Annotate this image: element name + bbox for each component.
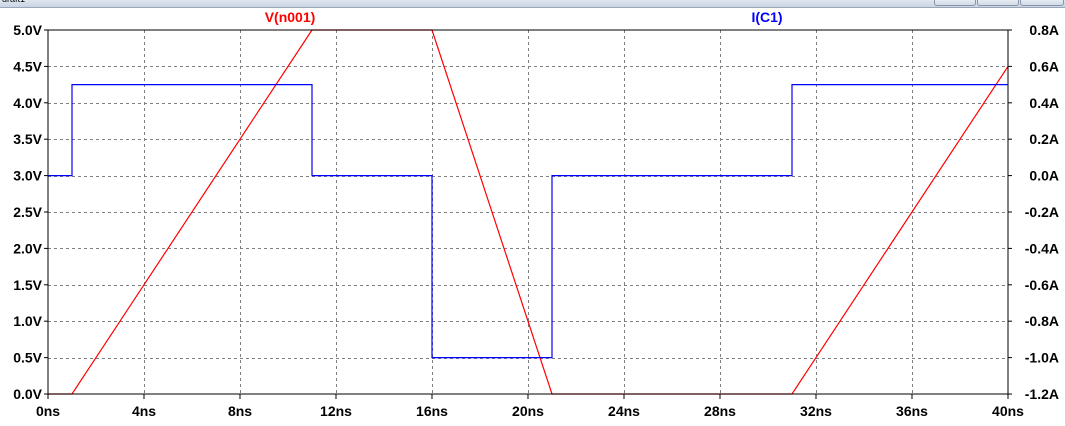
maximize-button[interactable] xyxy=(977,0,1019,6)
right-tick-label: -1.2A xyxy=(1025,386,1059,402)
trace-label: I(C1) xyxy=(751,9,782,25)
left-tick-label: 4.5V xyxy=(13,58,42,74)
window-title-bar: draft1 xyxy=(0,0,1065,8)
x-tick-label: 28ns xyxy=(704,403,736,419)
x-axis-ticks: 0ns 4ns 8ns 12ns 16ns 20ns 24ns 28ns 32ns 36ns 40n… xyxy=(36,394,1024,419)
left-tick-label: 5.0V xyxy=(13,22,42,38)
x-tick-label: 20ns xyxy=(512,403,544,419)
right-axis-ticks: -1.2A -1.0A -0.8A -0.6A -0.4A -0.2A 0.0A 0.2A 0.… xyxy=(1008,22,1059,402)
left-axis-ticks: 0.0V 0.5V 1.0V 1.5V 2.0V 2.5V 3.0V 3.5V 4.0V 4.5V… xyxy=(13,22,48,402)
left-tick-label: 2.5V xyxy=(13,204,42,220)
left-tick-label: 3.5V xyxy=(13,131,42,147)
x-tick-label: 4ns xyxy=(132,403,156,419)
x-tick-label: 16ns xyxy=(416,403,448,419)
right-tick-label: -1.0A xyxy=(1025,350,1059,366)
trace-i-c1- xyxy=(48,83,1008,359)
x-tick-label: 32ns xyxy=(800,403,832,419)
right-tick-label: -0.4A xyxy=(1025,240,1059,256)
x-tick-label: 8ns xyxy=(228,403,252,419)
right-tick-label: 0.8A xyxy=(1029,22,1059,38)
left-tick-label: 4.0V xyxy=(13,95,42,111)
left-tick-label: 1.0V xyxy=(13,313,42,329)
right-tick-label: -0.2A xyxy=(1025,204,1059,220)
left-tick-label: 3.0V xyxy=(13,168,42,184)
right-tick-label: 0.6A xyxy=(1029,58,1059,74)
trace-labels: V(n001) I(C1) xyxy=(265,9,783,25)
left-tick-label: 0.5V xyxy=(13,350,42,366)
left-tick-label: 0.0V xyxy=(13,386,42,402)
trace-label: V(n001) xyxy=(265,9,316,25)
x-tick-label: 36ns xyxy=(896,403,928,419)
minimize-button[interactable] xyxy=(934,0,976,6)
right-tick-label: -0.8A xyxy=(1025,313,1059,329)
right-tick-label: 0.4A xyxy=(1029,95,1059,111)
right-tick-label: 0.2A xyxy=(1029,131,1059,147)
window-title: draft1 xyxy=(2,0,25,4)
right-tick-label: 0.0A xyxy=(1029,168,1059,184)
grid-lines xyxy=(48,30,1008,394)
x-tick-label: 0ns xyxy=(36,403,60,419)
x-tick-label: 24ns xyxy=(608,403,640,419)
close-button[interactable] xyxy=(1020,0,1064,6)
left-tick-label: 1.5V xyxy=(13,277,42,293)
left-tick-label: 2.0V xyxy=(13,240,42,256)
right-tick-label: -0.6A xyxy=(1025,277,1059,293)
x-tick-label: 12ns xyxy=(320,403,352,419)
x-tick-label: 40ns xyxy=(992,403,1024,419)
